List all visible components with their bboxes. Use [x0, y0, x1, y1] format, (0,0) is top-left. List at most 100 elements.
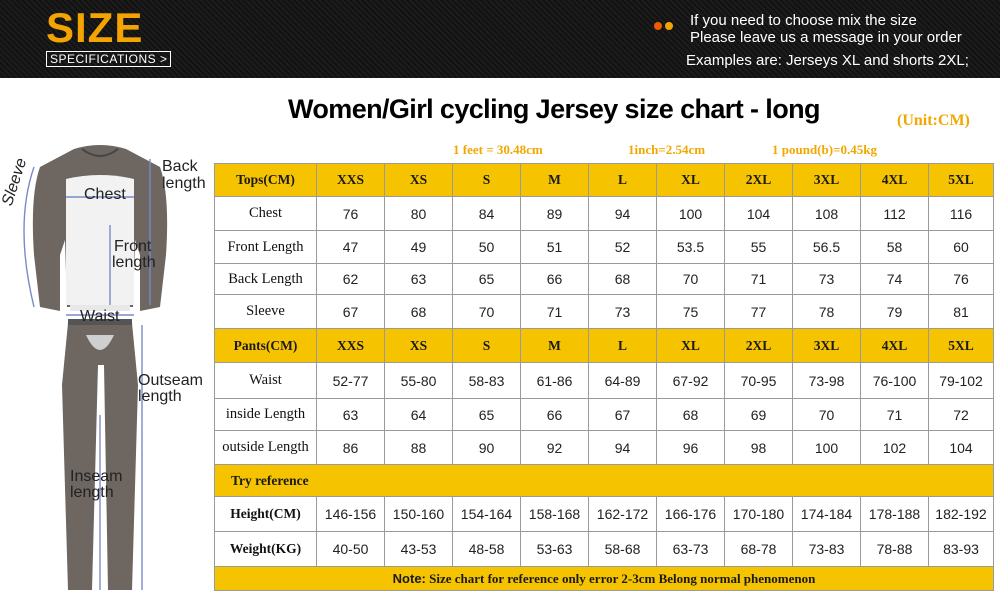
inseam-label-1: Inseam: [70, 468, 123, 485]
table-cell: 158-168: [520, 496, 589, 532]
table-cell: 71: [520, 294, 589, 329]
size-header-cell: XXS: [316, 163, 385, 197]
table-cell: 70: [792, 398, 861, 431]
jersey-illustration: [32, 145, 168, 311]
pants-data-row: inside Length 63 64 65 66 67 68 69 70 71 72: [214, 398, 994, 431]
pants-header-row-label: Pants(CM): [214, 328, 317, 363]
table-cell: 76-100: [860, 362, 929, 399]
note-label: Note:: [392, 570, 426, 586]
chest-label: Chest: [84, 186, 126, 203]
size-header-cell: S: [452, 328, 521, 363]
table-cell: 53-63: [520, 531, 589, 567]
table-cell: 65: [452, 263, 521, 295]
table-cell: 102: [860, 430, 929, 465]
table-cell: 116: [928, 196, 994, 231]
table-cell: 52-77: [316, 362, 385, 399]
tops-data-row: Back Length 62 63 65 66 68 70 71 73 74 76: [214, 263, 994, 295]
bullet-dots: [654, 17, 676, 35]
outseam-label-2: length: [138, 388, 182, 405]
table-cell: 90: [452, 430, 521, 465]
table-cell: 83-93: [928, 531, 994, 567]
table-cell: 70: [656, 263, 725, 295]
table-cell: 62: [316, 263, 385, 295]
conversion-pound: 1 pound(b)=0.45kg: [772, 142, 877, 157]
row-label: Height(CM): [214, 496, 317, 532]
unit-label: (Unit:CM): [897, 112, 970, 129]
size-header-cell: XS: [384, 163, 453, 197]
table-cell: 70-95: [724, 362, 793, 399]
size-note: Note: Size chart for reference only erro…: [214, 566, 994, 591]
table-cell: 58-68: [588, 531, 657, 567]
size-logo: SIZE SPECIFICATIONS >: [46, 6, 172, 68]
page-title: Women/Girl cycling Jersey size chart - l…: [288, 94, 820, 124]
table-cell: 79: [860, 294, 929, 329]
pants-data-row: outside Length 86 88 90 92 94 96 98 100 102 104: [214, 430, 994, 465]
front-length-label-2: length: [112, 254, 156, 271]
table-cell: 68-78: [724, 531, 793, 567]
table-cell: 174-184: [792, 496, 861, 532]
table-cell: 73: [792, 263, 861, 295]
size-header-cell: XXS: [316, 328, 385, 363]
table-cell: 49: [384, 230, 453, 264]
row-label: Front Length: [214, 230, 317, 264]
try-reference-row: Try reference: [214, 464, 994, 497]
conversion-inch: 1inch=2.54cm: [628, 142, 706, 157]
table-cell: 100: [792, 430, 861, 465]
table-cell: 78-88: [860, 531, 929, 567]
reference-data-row: Weight(KG) 40-50 43-53 48-58 53-63 58-68 63-73…: [214, 531, 994, 567]
tops-header-row: Tops(CM) XXS XS S M L XL 2XL 3XL 4XL 5XL: [214, 163, 994, 197]
table-cell: 76: [316, 196, 385, 231]
table-cell: 69: [724, 398, 793, 431]
table-cell: 58-83: [452, 362, 521, 399]
table-cell: 63-73: [656, 531, 725, 567]
table-cell: 53.5: [656, 230, 725, 264]
table-cell: 51: [520, 230, 589, 264]
size-header-cell: 2XL: [724, 328, 793, 363]
size-header-cell: M: [520, 328, 589, 363]
table-cell: 146-156: [316, 496, 385, 532]
size-header-cell: S: [452, 163, 521, 197]
table-cell: 108: [792, 196, 861, 231]
row-label: Weight(KG): [214, 531, 317, 567]
size-header-cell: 4XL: [860, 328, 929, 363]
table-cell: 94: [588, 430, 657, 465]
front-length-label-1: Front: [114, 238, 152, 255]
orange-dot-icon: [654, 22, 662, 30]
table-cell: 52: [588, 230, 657, 264]
table-cell: 73-83: [792, 531, 861, 567]
row-label: inside Length: [214, 398, 317, 431]
measure-guides: [23, 159, 151, 590]
waist-label: Waist: [80, 308, 120, 325]
table-cell: 61-86: [520, 362, 589, 399]
size-header-cell: 3XL: [792, 328, 861, 363]
table-cell: 86: [316, 430, 385, 465]
table-cell: 78: [792, 294, 861, 329]
size-header-cell: 2XL: [724, 163, 793, 197]
size-header-cell: L: [588, 328, 657, 363]
row-label: Sleeve: [214, 294, 317, 329]
table-cell: 40-50: [316, 531, 385, 567]
table-cell: 43-53: [384, 531, 453, 567]
table-cell: 104: [724, 196, 793, 231]
table-cell: 162-172: [588, 496, 657, 532]
table-cell: 67-92: [656, 362, 725, 399]
table-cell: 55: [724, 230, 793, 264]
table-cell: 48-58: [452, 531, 521, 567]
table-cell: 63: [384, 263, 453, 295]
inseam-label-2: length: [70, 484, 114, 501]
table-cell: 65: [452, 398, 521, 431]
tops-data-row: Front Length 47 49 50 51 52 53.5 55 56.5 58 60: [214, 230, 994, 264]
notice-line-1: If you need to choose mix the size: [690, 12, 917, 29]
size-header-cell: L: [588, 163, 657, 197]
size-header-cell: XL: [656, 328, 725, 363]
size-header-cell: M: [520, 163, 589, 197]
table-cell: 47: [316, 230, 385, 264]
size-header-cell: 4XL: [860, 163, 929, 197]
header-banner: SIZE SPECIFICATIONS > If you need to cho…: [0, 0, 1000, 78]
table-cell: 64-89: [588, 362, 657, 399]
note-row: Note: Size chart for reference only erro…: [214, 566, 994, 591]
table-cell: 64: [384, 398, 453, 431]
table-cell: 67: [316, 294, 385, 329]
table-cell: 71: [724, 263, 793, 295]
logo-subtitle: SPECIFICATIONS >: [46, 51, 172, 67]
